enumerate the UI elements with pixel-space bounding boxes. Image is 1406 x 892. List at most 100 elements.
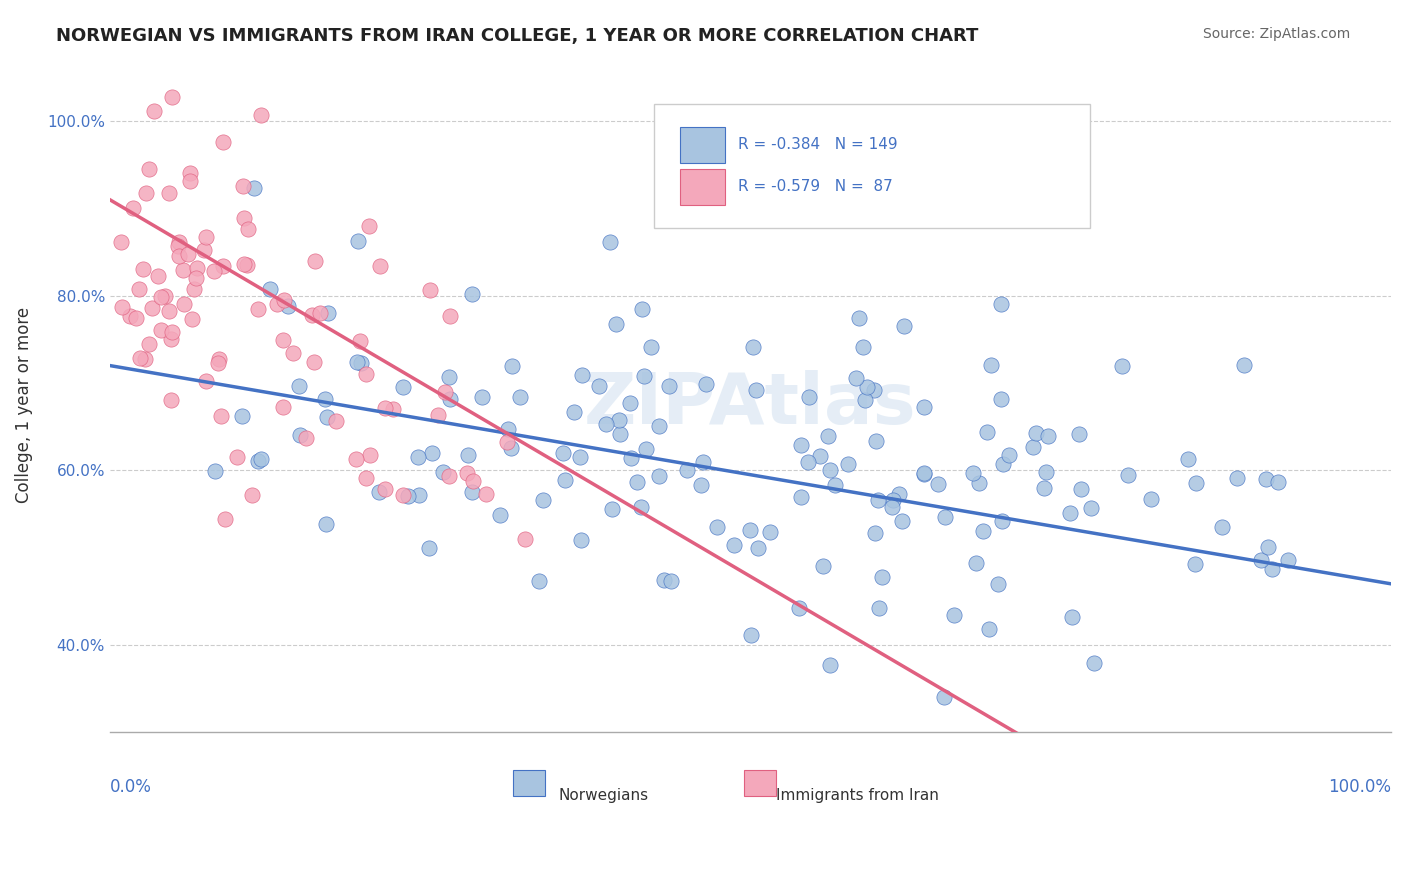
Point <box>934 690 956 705</box>
Point <box>527 574 550 589</box>
Point <box>564 405 586 419</box>
Point <box>965 556 987 570</box>
Point <box>1177 451 1199 466</box>
Point <box>787 600 810 615</box>
Point <box>633 369 655 384</box>
Point <box>927 476 949 491</box>
Point <box>157 304 180 318</box>
Point <box>167 235 190 249</box>
Point <box>934 510 956 524</box>
Point <box>863 384 886 398</box>
Point <box>202 264 225 278</box>
Bar <box>744 770 776 797</box>
Point <box>110 235 132 249</box>
Text: NORWEGIAN VS IMMIGRANTS FROM IRAN COLLEGE, 1 YEAR OR MORE CORRELATION CHART: NORWEGIAN VS IMMIGRANTS FROM IRAN COLLEG… <box>56 27 979 45</box>
Point <box>723 538 745 552</box>
FancyBboxPatch shape <box>654 103 1090 228</box>
Point <box>225 450 247 464</box>
Point <box>374 401 396 416</box>
Point <box>273 333 295 347</box>
Point <box>741 340 763 354</box>
Point <box>980 358 1002 372</box>
Point <box>912 466 935 480</box>
Point <box>204 464 226 478</box>
Point <box>595 417 617 432</box>
Point <box>513 533 536 547</box>
Point <box>250 452 273 467</box>
Point <box>315 516 337 531</box>
Point <box>232 211 254 226</box>
Point <box>233 257 256 271</box>
Point <box>652 574 675 588</box>
Point <box>382 401 405 416</box>
Point <box>420 446 443 460</box>
Point <box>790 437 813 451</box>
Point <box>288 378 311 392</box>
Point <box>599 235 621 249</box>
Point <box>1184 557 1206 571</box>
Point <box>531 492 554 507</box>
Point <box>865 434 887 449</box>
Point <box>1277 553 1299 567</box>
Point <box>153 289 176 303</box>
Point <box>304 254 326 268</box>
Point <box>740 523 762 537</box>
Point <box>912 401 935 415</box>
Point <box>882 493 904 508</box>
Point <box>626 475 648 489</box>
Point <box>132 261 155 276</box>
Point <box>1257 540 1279 554</box>
Point <box>419 283 441 297</box>
Point <box>157 186 180 201</box>
Point <box>605 317 627 331</box>
Point <box>870 570 893 584</box>
Point <box>891 515 914 529</box>
Point <box>288 427 311 442</box>
Point <box>283 345 305 359</box>
Point <box>316 306 339 320</box>
Point <box>845 371 868 385</box>
Point <box>183 282 205 296</box>
Point <box>209 409 232 424</box>
Point <box>273 293 295 307</box>
Point <box>495 435 517 450</box>
Point <box>498 422 520 436</box>
Y-axis label: College, 1 year or more: College, 1 year or more <box>15 307 32 503</box>
Point <box>121 201 143 215</box>
Point <box>172 263 194 277</box>
Point <box>991 514 1014 528</box>
Point <box>1260 561 1282 575</box>
Point <box>990 392 1012 406</box>
Point <box>246 302 269 317</box>
Point <box>1118 468 1140 483</box>
Point <box>619 396 641 410</box>
Point <box>354 471 377 485</box>
Point <box>990 297 1012 311</box>
Point <box>125 311 148 326</box>
Point <box>162 89 184 103</box>
Point <box>179 166 201 180</box>
Point <box>211 259 233 273</box>
Point <box>347 235 370 249</box>
Point <box>509 390 531 404</box>
Point <box>1211 519 1233 533</box>
Point <box>194 374 217 388</box>
Point <box>588 379 610 393</box>
Point <box>439 309 461 323</box>
Point <box>1254 472 1277 486</box>
Point <box>631 301 654 316</box>
Point <box>193 244 215 258</box>
Point <box>987 577 1010 591</box>
Point <box>658 378 681 392</box>
Point <box>141 301 163 316</box>
Point <box>138 336 160 351</box>
Point <box>432 465 454 479</box>
Text: Norwegians: Norwegians <box>558 788 648 803</box>
Point <box>501 359 523 374</box>
Point <box>349 334 371 349</box>
Point <box>569 450 592 465</box>
Point <box>142 103 165 118</box>
Point <box>208 351 231 366</box>
Point <box>745 383 768 397</box>
Point <box>1070 482 1092 496</box>
